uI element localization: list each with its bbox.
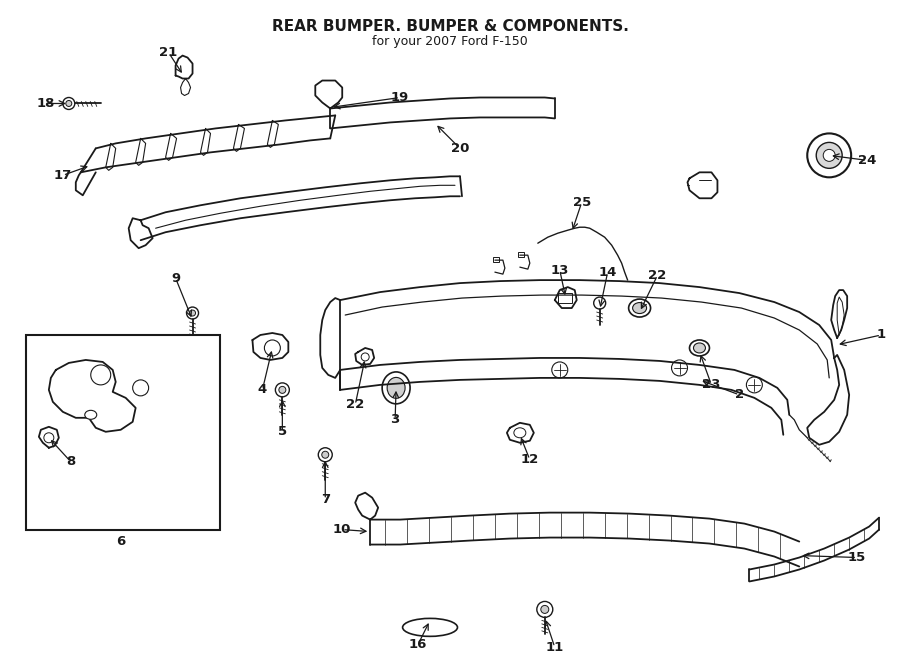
Circle shape: [671, 360, 688, 376]
Text: 20: 20: [451, 142, 469, 155]
Circle shape: [190, 310, 195, 316]
Circle shape: [816, 142, 842, 169]
Text: 2: 2: [734, 389, 744, 401]
Text: 9: 9: [171, 272, 180, 285]
Text: 19: 19: [391, 91, 410, 104]
Ellipse shape: [633, 303, 646, 313]
Text: 11: 11: [545, 641, 564, 654]
Ellipse shape: [694, 343, 706, 353]
Circle shape: [594, 297, 606, 309]
Circle shape: [746, 377, 762, 393]
Text: 10: 10: [333, 523, 351, 536]
Text: 14: 14: [598, 266, 616, 279]
Ellipse shape: [387, 377, 405, 399]
Text: 22: 22: [648, 268, 667, 282]
Circle shape: [44, 433, 54, 443]
Text: 8: 8: [67, 455, 76, 468]
Circle shape: [265, 340, 281, 356]
Circle shape: [322, 451, 328, 458]
Text: 15: 15: [848, 551, 867, 564]
Ellipse shape: [402, 619, 457, 637]
Circle shape: [319, 447, 332, 462]
FancyBboxPatch shape: [558, 293, 572, 303]
Circle shape: [361, 353, 369, 361]
Circle shape: [132, 380, 148, 396]
Circle shape: [541, 605, 549, 613]
Text: 7: 7: [320, 493, 329, 506]
FancyBboxPatch shape: [26, 335, 220, 529]
FancyBboxPatch shape: [518, 252, 524, 257]
Circle shape: [807, 134, 851, 177]
FancyBboxPatch shape: [493, 257, 499, 262]
Circle shape: [536, 602, 553, 617]
Circle shape: [275, 383, 289, 397]
Text: REAR BUMPER. BUMPER & COMPONENTS.: REAR BUMPER. BUMPER & COMPONENTS.: [272, 19, 628, 34]
Text: 5: 5: [278, 425, 287, 438]
Circle shape: [63, 97, 75, 110]
Text: 4: 4: [257, 383, 267, 397]
Circle shape: [186, 307, 199, 319]
Circle shape: [91, 365, 111, 385]
Ellipse shape: [628, 299, 651, 317]
Text: for your 2007 Ford F-150: for your 2007 Ford F-150: [372, 34, 528, 48]
Text: 1: 1: [877, 329, 886, 342]
Text: 22: 22: [346, 399, 364, 411]
Text: 21: 21: [159, 46, 177, 59]
Text: 13: 13: [551, 264, 569, 276]
Circle shape: [66, 100, 72, 106]
Ellipse shape: [382, 372, 410, 404]
Text: 23: 23: [702, 378, 721, 391]
Ellipse shape: [514, 428, 526, 438]
Text: 24: 24: [858, 154, 877, 167]
Ellipse shape: [85, 410, 96, 419]
Text: 3: 3: [391, 413, 400, 426]
Text: 12: 12: [521, 453, 539, 466]
Text: 25: 25: [572, 196, 590, 209]
Text: 18: 18: [37, 97, 55, 110]
Text: 6: 6: [116, 535, 125, 548]
Text: 17: 17: [54, 169, 72, 182]
Ellipse shape: [689, 340, 709, 356]
Circle shape: [824, 149, 835, 161]
Circle shape: [279, 387, 286, 393]
Circle shape: [552, 362, 568, 378]
Text: 16: 16: [409, 638, 428, 651]
